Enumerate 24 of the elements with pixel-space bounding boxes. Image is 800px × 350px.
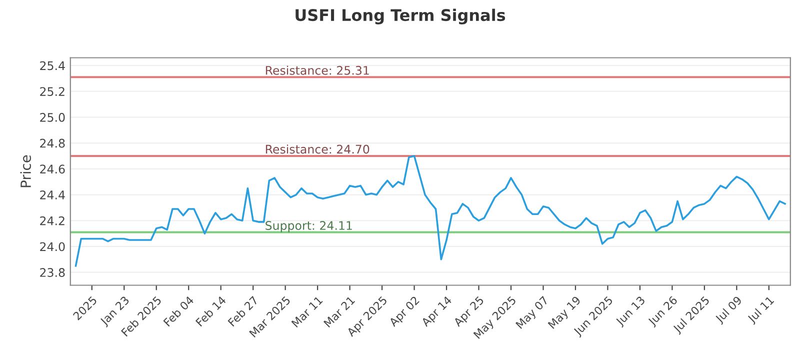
x-tick-label: Feb 04 [162, 295, 194, 327]
y-tick-label: 24.0 [40, 242, 65, 252]
y-tick-label: 24.6 [40, 164, 65, 174]
line-series [74, 155, 786, 267]
x-tick-label: Jun 13 [614, 296, 647, 328]
x-tick-label: Feb 27 [227, 296, 258, 327]
x-tick-label: Apr 14 [420, 296, 454, 329]
x-tick-label: Mar 11 [291, 296, 323, 328]
ref-line-label: Resistance: 25.31 [266, 66, 369, 75]
y-tick-label: 24.8 [40, 138, 65, 148]
x-tick-label: Jul 11 [746, 296, 776, 325]
y-tick-label: 24.2 [40, 216, 64, 226]
x-tick-label: Apr 02 [388, 296, 422, 329]
ref-line-label: Support: 24.11 [266, 221, 352, 232]
y-tick-label: 23.8 [40, 268, 65, 277]
ref-line-label: Resistance: 24.70 [266, 144, 370, 154]
x-tick-label: Feb 14 [195, 295, 226, 327]
chart-title: USFI Long Term Signals [296, 8, 506, 24]
y-axis-title: Price [20, 155, 32, 188]
y-tick-label: 25.2 [40, 87, 64, 96]
x-tick-label: Jul 09 [714, 296, 744, 325]
y-tick-label: 25.4 [40, 61, 65, 70]
y-tick-label: 25.0 [40, 112, 65, 122]
y-tick-label: 24.4 [40, 190, 65, 200]
